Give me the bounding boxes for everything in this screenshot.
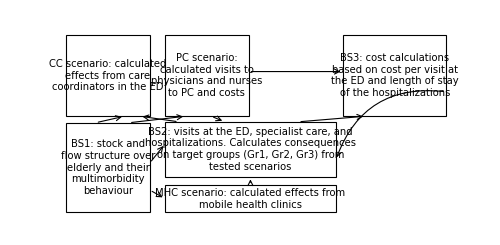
Text: BS2: visits at the ED, specialist care, and
hospitalizations. Calculates consequ: BS2: visits at the ED, specialist care, … [145, 127, 356, 172]
Text: CC scenario: calculated
effects from care
coordinators in the ED: CC scenario: calculated effects from car… [50, 59, 166, 92]
FancyBboxPatch shape [165, 122, 336, 177]
FancyBboxPatch shape [66, 35, 150, 116]
FancyBboxPatch shape [165, 35, 248, 116]
Text: BS1: stock and
flow structure over
elderly and their
multimorbidity
behaviour: BS1: stock and flow structure over elder… [61, 139, 155, 196]
Text: MHC scenario: calculated effects from
mobile health clinics: MHC scenario: calculated effects from mo… [156, 188, 346, 209]
FancyBboxPatch shape [344, 35, 446, 116]
FancyBboxPatch shape [165, 185, 336, 212]
FancyBboxPatch shape [66, 123, 150, 212]
Text: BS3: cost calculations
based on cost per visit at
the ED and length of stay
of t: BS3: cost calculations based on cost per… [331, 53, 458, 98]
Text: PC scenario:
calculated visits to
physicians and nurses
to PC and costs: PC scenario: calculated visits to physic… [151, 53, 262, 98]
